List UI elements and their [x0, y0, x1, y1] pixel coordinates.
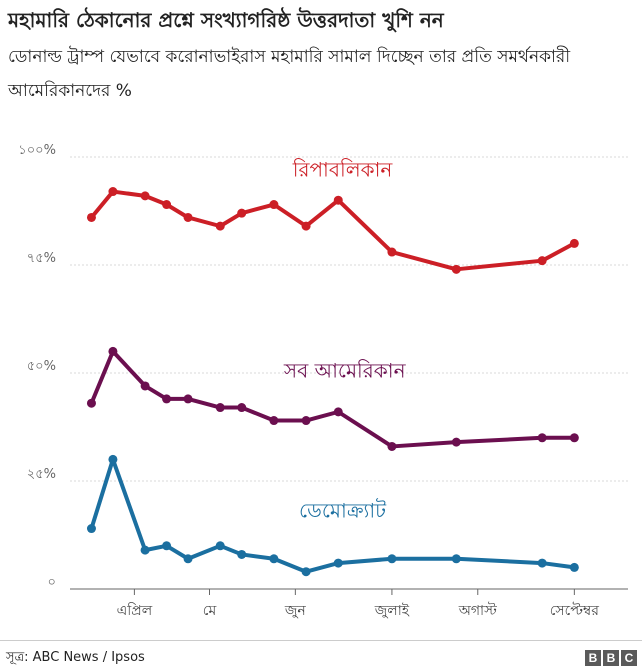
data-point [108, 454, 118, 464]
x-tick-label: জুলাই [374, 602, 410, 619]
line-chart: ০ ২৫% ৫০% ৭৫% ১০০% এপ্রিল মে জুন জুলাই অগাস্ট সেপ… [18, 143, 628, 619]
bbc-logo-letter: B [585, 650, 601, 666]
data-point [237, 208, 247, 218]
data-point [269, 554, 279, 564]
data-point [333, 195, 343, 205]
y-tick-label: ১০০% [18, 143, 56, 158]
y-axis-tick-labels: ০ ২৫% ৫০% ৭৫% ১০০% [18, 143, 56, 590]
grid-layer [70, 156, 628, 595]
data-point [140, 191, 150, 201]
data-point [162, 394, 172, 404]
data-point [451, 437, 461, 447]
data-point [301, 221, 311, 231]
data-point [86, 398, 96, 408]
data-point [183, 212, 193, 222]
data-point [569, 433, 579, 443]
y-tick-label: ২৫% [27, 467, 56, 482]
data-point [86, 212, 96, 222]
x-tick-label: অগাস্ট [458, 602, 497, 619]
series-label: রিপাবলিকান [292, 157, 394, 181]
x-tick-label: মে [203, 603, 217, 619]
series-layer [86, 187, 579, 577]
data-point [333, 407, 343, 417]
data-point [183, 394, 193, 404]
data-point [162, 200, 172, 210]
data-point [108, 187, 118, 197]
y-tick-label: ৭৫% [27, 251, 56, 266]
data-point [537, 433, 547, 443]
data-point [301, 567, 311, 577]
data-point [269, 200, 279, 210]
y-tick-label: ০ [48, 575, 56, 590]
bbc-logo-letter: C [621, 650, 637, 666]
data-point [569, 238, 579, 248]
series-label: সব আমেরিকান [283, 358, 407, 382]
bbc-logo-letter: B [603, 650, 619, 666]
data-point [333, 558, 343, 568]
data-point [215, 541, 225, 551]
data-point [162, 541, 172, 551]
data-point [215, 221, 225, 231]
data-point [451, 264, 461, 274]
data-point [215, 403, 225, 413]
x-tick-label: এপ্রিল [117, 602, 153, 619]
data-point [451, 554, 461, 564]
data-point [140, 545, 150, 555]
series-labels: রিপাবলিকান সব আমেরিকান ডেমোক্র্যাট [283, 157, 407, 522]
data-point [269, 416, 279, 426]
data-point [86, 524, 96, 534]
data-point [569, 562, 579, 572]
data-point [387, 441, 397, 451]
data-point [387, 247, 397, 257]
x-tick-label: জুন [284, 603, 307, 619]
data-point [387, 554, 397, 564]
bbc-logo: B B C [585, 650, 637, 666]
data-point [237, 549, 247, 559]
data-point [183, 554, 193, 564]
data-point [237, 403, 247, 413]
chart-subtitle: ডোনাল্ড ট্রাম্প যেভাবে করোনাভাইরাস মহামা… [8, 47, 571, 101]
source-note: সূত্র: ABC News / Ipsos [6, 650, 145, 665]
data-point [140, 381, 150, 391]
data-point [537, 558, 547, 568]
y-tick-label: ৫০% [27, 359, 56, 374]
data-point [108, 346, 118, 356]
x-axis-tick-labels: এপ্রিল মে জুন জুলাই অগাস্ট সেপ্টেম্বর [117, 602, 600, 619]
x-tick-label: সেপ্টেম্বর [550, 602, 600, 619]
chart-title: মহামারি ঠেকানোর প্রশ্নে সংখ্যাগরিষ্ঠ উত্… [8, 8, 444, 32]
series-label: ডেমোক্র্যাট [299, 499, 387, 523]
footer-divider [0, 640, 642, 641]
data-point [537, 256, 547, 266]
data-point [301, 416, 311, 426]
